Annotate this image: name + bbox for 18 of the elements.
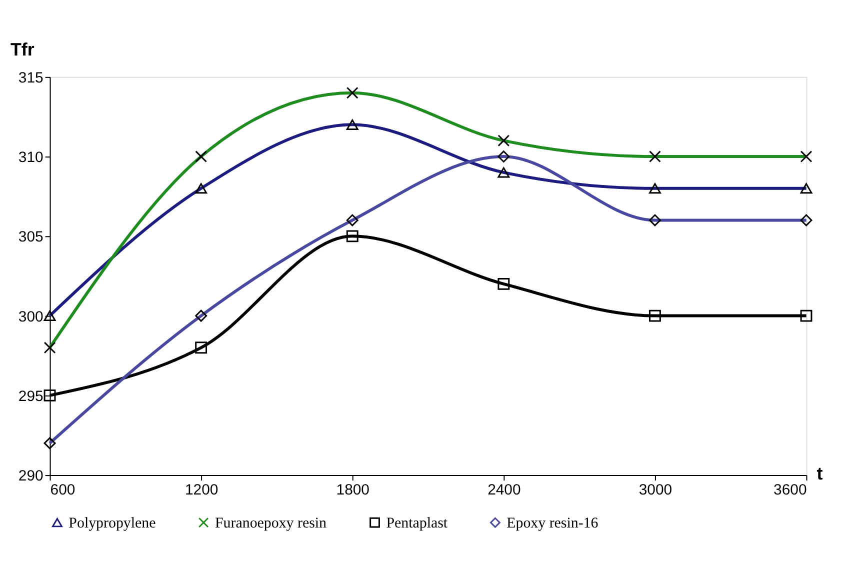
- x-tick-label: 2400: [488, 481, 521, 498]
- x-axis-title: t: [816, 464, 823, 484]
- x-tick-label: 3000: [638, 481, 672, 498]
- y-axis-title: Tfr: [10, 40, 34, 60]
- x-tick-label: 1800: [336, 481, 370, 498]
- legend-label: Furanoepoxy resin: [215, 516, 328, 532]
- x-tick-label: 600: [50, 481, 76, 498]
- x-tick-label: 3600: [774, 481, 807, 498]
- y-tick-label: 305: [18, 228, 44, 246]
- y-tick-label: 300: [18, 308, 44, 326]
- y-tick-label: 310: [18, 149, 44, 166]
- legend-label: Polypropylene: [68, 516, 156, 532]
- legend-label: Pentaplast: [386, 516, 448, 532]
- y-tick-label: 295: [18, 388, 44, 405]
- legend-label: Epoxy resin-16: [506, 516, 599, 532]
- x-tick-label: 1200: [184, 481, 218, 498]
- y-tick-label: 315: [18, 69, 44, 86]
- y-tick-label: 290: [18, 468, 44, 485]
